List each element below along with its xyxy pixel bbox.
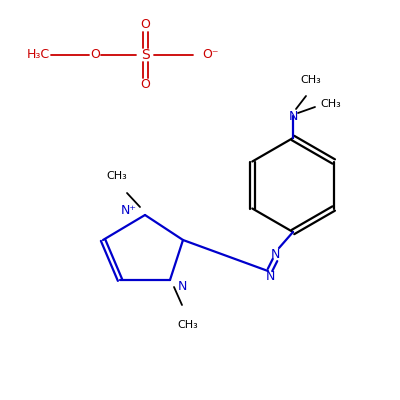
Text: O: O [140,78,150,92]
Text: CH₃: CH₃ [107,171,127,181]
Text: O: O [90,48,100,62]
Text: CH₃: CH₃ [321,99,341,109]
Text: H₃C: H₃C [26,48,50,62]
Text: N: N [270,248,280,260]
Text: S: S [141,48,149,62]
Text: O⁻: O⁻ [202,48,218,62]
Text: CH₃: CH₃ [301,75,321,85]
Text: N: N [265,270,275,282]
Text: N: N [178,280,187,292]
Text: N: N [288,110,298,122]
Text: N⁺: N⁺ [121,204,137,216]
Text: CH₃: CH₃ [178,320,198,330]
Text: O: O [140,18,150,32]
